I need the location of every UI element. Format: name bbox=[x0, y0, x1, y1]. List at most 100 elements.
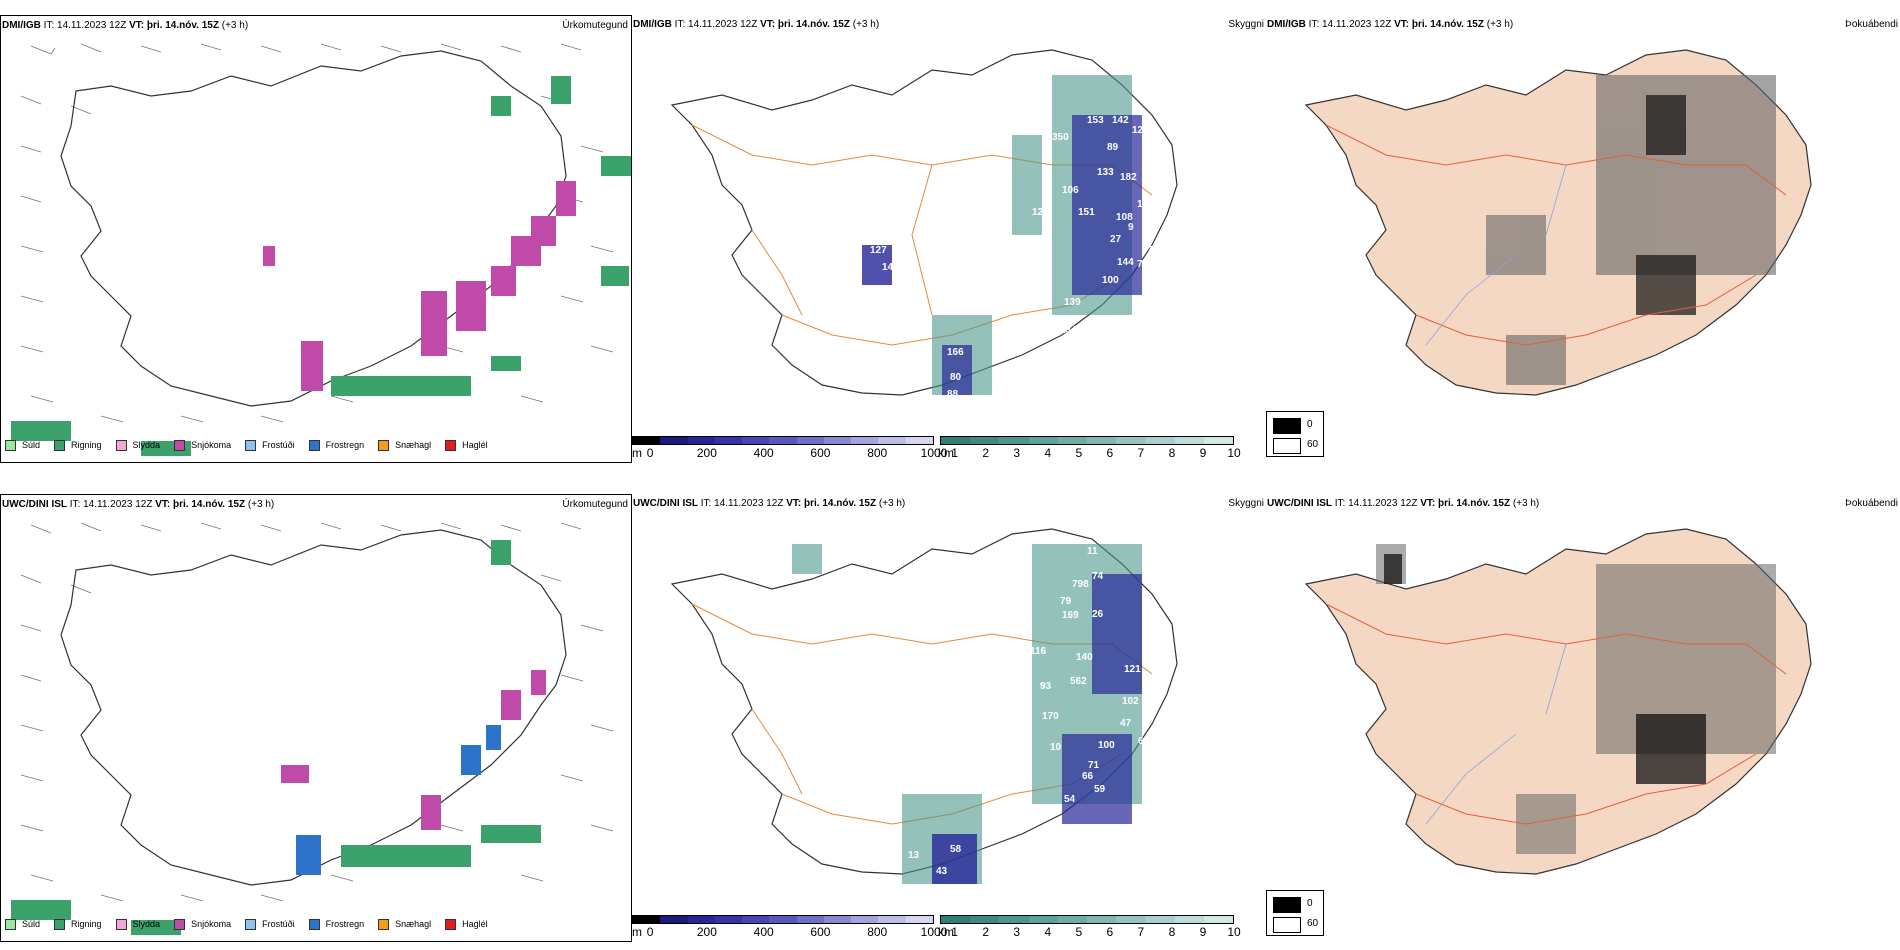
height-colorbar-ticks: 0 200 400 600 800 1000 bbox=[632, 924, 948, 939]
colorbar-block bbox=[1028, 437, 1058, 444]
legend-item-rigning: Rigning bbox=[54, 439, 102, 451]
colorbar-block bbox=[633, 437, 661, 444]
legend-item-sudd: Súld bbox=[5, 918, 40, 930]
legend-item-haglel: Haglél bbox=[445, 439, 488, 451]
vis-number: 151 bbox=[1078, 207, 1095, 218]
visibility-shading bbox=[792, 544, 1142, 884]
it-value: 14.11.2023 12Z bbox=[57, 20, 127, 31]
colorbar-tick-label: 400 bbox=[753, 446, 774, 460]
height-colorbar: 0 200 400 600 800 1000 m bbox=[632, 915, 948, 939]
colorbar-tick-label: 600 bbox=[810, 446, 831, 460]
visibility-map: 11 74 798 79 169 26 116 140 562 93 170 1… bbox=[670, 528, 1178, 884]
vis-number: 54 bbox=[1064, 794, 1076, 805]
colorbar-tick-label: 6 bbox=[1106, 446, 1114, 460]
vt-label: VT: bbox=[786, 498, 802, 509]
colorbar-tick-label: 200 bbox=[696, 446, 717, 460]
fog-title: Þokuábendi bbox=[1845, 19, 1898, 30]
colorbar-block bbox=[660, 916, 688, 923]
vis-number: 119 bbox=[1144, 147, 1161, 158]
vis-number: 93 bbox=[1040, 681, 1052, 692]
vt-label: VT: bbox=[1394, 19, 1410, 30]
colorbar-block bbox=[742, 437, 770, 444]
colorbar-tick-label: 1 bbox=[951, 925, 959, 939]
vis-number: 142 bbox=[1112, 115, 1129, 126]
vis-number: 562 bbox=[1070, 676, 1087, 687]
snow-areas bbox=[263, 181, 576, 391]
visibility-numbers: 11 74 798 79 169 26 116 140 562 93 170 1… bbox=[908, 546, 1156, 877]
legend-item-frostregn: Frostregn bbox=[308, 918, 364, 930]
colorbar-tick-label: 800 bbox=[867, 925, 888, 939]
fog-map bbox=[1304, 49, 1812, 396]
lead-time: (+3 h) bbox=[1486, 19, 1514, 30]
model-name: UWC/DINI ISL bbox=[1267, 498, 1332, 509]
vis-number: 350 bbox=[1052, 132, 1069, 143]
colorbar-tick-label: 10 bbox=[1227, 446, 1241, 460]
visibility-title: Skyggni bbox=[1228, 498, 1264, 509]
vis-number: 59 bbox=[1094, 784, 1106, 795]
legend-item-frostudi: Frostúði bbox=[245, 918, 295, 930]
visibility-colorbar-blocks bbox=[940, 436, 1234, 445]
legend-item-snjokoma: Snjókoma bbox=[174, 439, 231, 451]
fog-white-label: 60 bbox=[1307, 918, 1319, 929]
vis-number: 170 bbox=[1042, 711, 1059, 722]
it-label: IT: bbox=[674, 19, 686, 30]
it-label: IT: bbox=[700, 498, 712, 509]
it-value: 14.11.2023 12Z bbox=[714, 498, 784, 509]
it-label: IT: bbox=[43, 20, 55, 31]
vis-number: 11 bbox=[1087, 546, 1098, 557]
vis-number: 249 bbox=[938, 185, 955, 196]
lead-time: (+3 h) bbox=[878, 498, 906, 509]
colorbar-block bbox=[1116, 916, 1146, 923]
vt-value: þri. 14.nóv. 15Z bbox=[1411, 19, 1484, 30]
colorbar-tick-label: 8 bbox=[1168, 925, 1176, 939]
colorbar-block bbox=[1145, 437, 1175, 444]
iceland-outline bbox=[60, 50, 567, 407]
vt-value: þri. 14.nóv. 15Z bbox=[804, 498, 877, 509]
vis-number: 9 bbox=[1128, 222, 1134, 233]
visibility-colorbar-blocks bbox=[940, 915, 1234, 924]
lead-time: (+3 h) bbox=[221, 20, 249, 31]
colorbar-tick-label: 5 bbox=[1075, 925, 1083, 939]
colorbar-block bbox=[851, 437, 879, 444]
colorbar-tick-label: 200 bbox=[696, 925, 717, 939]
fog-white-swatch bbox=[1273, 917, 1301, 933]
legend-item-rigning: Rigning bbox=[54, 918, 102, 930]
vt-label: VT: bbox=[760, 19, 776, 30]
fog-dense bbox=[1384, 554, 1706, 784]
precip-panel-row2: UWC/DINI ISL IT: 14.11.2023 12Z VT: þri.… bbox=[0, 494, 632, 942]
legend-item-sudd: Súld bbox=[5, 439, 40, 451]
colorbar-block bbox=[1057, 916, 1088, 923]
lead-time: (+3 h) bbox=[1512, 498, 1540, 509]
vt-label: VT: bbox=[129, 20, 145, 31]
vt-label: VT: bbox=[1420, 498, 1436, 509]
vis-number: 124 bbox=[1032, 207, 1049, 218]
colorbar-block bbox=[1174, 916, 1204, 923]
colorbar-block bbox=[941, 916, 971, 923]
legend-item-haglel: Haglél bbox=[445, 918, 488, 930]
vis-number: 27 bbox=[1110, 234, 1122, 245]
colorbar-tick-label: 4 bbox=[1044, 446, 1052, 460]
vis-number: 58 bbox=[950, 844, 962, 855]
vis-number: 10 bbox=[1050, 742, 1062, 753]
colorbar-tick-label: 600 bbox=[810, 925, 831, 939]
precip-title: Úrkomutegund bbox=[562, 20, 628, 31]
it-value: 14.11.2023 12Z bbox=[1322, 19, 1392, 30]
fog-title: Þokuábendi bbox=[1845, 498, 1898, 509]
vis-number: 134 bbox=[1060, 325, 1077, 336]
colorbar-tick-label: 400 bbox=[753, 925, 774, 939]
vis-number: 80 bbox=[950, 372, 962, 383]
panel-header: DMI/IGB IT: 14.11.2023 12Z VT: þri. 14.n… bbox=[1267, 19, 1513, 30]
fog-black-label: 0 bbox=[1307, 898, 1313, 909]
rivers bbox=[1425, 164, 1567, 346]
fog-panel-row2: UWC/DINI ISL IT: 14.11.2023 12Z VT: þri.… bbox=[1266, 494, 1900, 940]
colorbar-tick-label: 6 bbox=[1106, 925, 1114, 939]
model-name: DMI/IGB bbox=[633, 19, 672, 30]
vis-number: 66 bbox=[1082, 771, 1094, 782]
low-height-shading bbox=[932, 574, 1142, 884]
freezing-rain-areas bbox=[296, 725, 501, 875]
fog-white-label: 60 bbox=[1307, 439, 1319, 450]
rivers bbox=[1425, 643, 1567, 825]
vis-number: 144 bbox=[1117, 257, 1134, 268]
model-name: UWC/DINI ISL bbox=[2, 499, 67, 510]
vis-number: 140 bbox=[1076, 652, 1093, 663]
